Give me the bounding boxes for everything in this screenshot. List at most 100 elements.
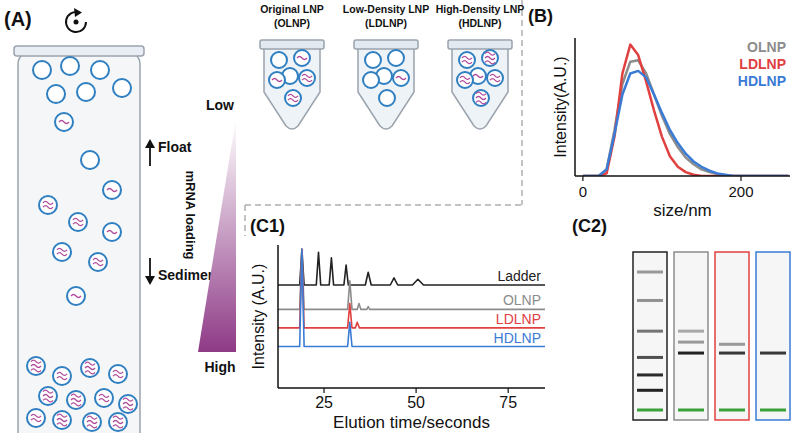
mrna-strand <box>57 419 67 422</box>
mrna-strand <box>31 365 41 368</box>
mrna-strand <box>302 74 312 77</box>
mrna-strand <box>85 367 95 370</box>
lnp-particle <box>83 413 101 431</box>
lnp-shell <box>83 413 101 431</box>
mrna-strand <box>57 377 67 380</box>
y-axis-title: Intensity(A.U.) <box>552 56 569 157</box>
lnp-shell <box>459 52 475 68</box>
lnp-shell <box>81 359 99 377</box>
gel-band <box>637 356 663 359</box>
size-curve <box>583 60 789 176</box>
lnp-particle <box>487 70 503 86</box>
lnp-shell <box>109 365 127 383</box>
size-curve <box>583 71 789 176</box>
lnp-particle <box>39 196 57 214</box>
mrna-strand <box>123 403 133 406</box>
lnp-particle <box>393 70 409 86</box>
gel-band <box>760 409 786 412</box>
tube-body <box>18 52 140 433</box>
arrow-head <box>145 139 155 148</box>
tube-title: Original LNP <box>260 3 324 15</box>
figure: (A)FloatSedimentLowHighmRNA loadingOrigi… <box>0 0 803 433</box>
electropherogram-trace <box>278 249 545 285</box>
x-tick-label: 75 <box>499 394 517 411</box>
x-tick-label: 50 <box>407 394 425 411</box>
float-label: Float <box>158 139 192 155</box>
lnp-shell <box>487 70 503 86</box>
gel-band <box>719 352 745 355</box>
mrna-strand <box>87 416 97 419</box>
lnp-particle <box>482 50 498 66</box>
panel-label: (B) <box>528 6 553 26</box>
lnp-shell <box>77 83 95 101</box>
lnp-particle <box>77 83 95 101</box>
lnp-particle <box>109 365 127 383</box>
mrna-strand <box>99 399 109 402</box>
gel-band <box>678 352 704 355</box>
tube-cap <box>354 40 418 49</box>
mrna-strand <box>71 399 81 402</box>
trace-label: OLNP <box>503 292 541 308</box>
mrna-strand <box>396 77 406 80</box>
lnp-shell <box>89 253 107 271</box>
mrna-strand <box>490 79 500 82</box>
x-tick <box>508 388 509 393</box>
lnp-particle <box>269 72 285 88</box>
lnp-particle <box>388 50 404 66</box>
mrna-strand <box>113 370 123 373</box>
lnp-shell <box>91 61 109 79</box>
mrna-strand <box>107 189 117 192</box>
legend-entry: HDLNP <box>738 73 786 89</box>
lnp-shell <box>103 223 121 241</box>
mrna-strand <box>113 421 123 424</box>
legend-entry: OLNP <box>747 39 786 55</box>
arrow-head <box>145 276 155 285</box>
lnp-particle <box>103 223 121 241</box>
mrna-strand <box>288 94 298 97</box>
mrna-strand <box>73 223 83 226</box>
lnp-particle <box>299 70 315 86</box>
mrna-strand <box>476 97 486 100</box>
mrna-strand <box>113 416 123 419</box>
x-tick-label: 200 <box>728 183 753 200</box>
lnp-shell <box>473 90 489 106</box>
mrna-strand <box>31 360 41 363</box>
tube-title: Low-Density LNP <box>343 3 429 15</box>
panel-label: (C1) <box>250 216 285 236</box>
lnp-particle <box>81 359 99 377</box>
lnp-particle <box>285 90 301 106</box>
lnp-shell <box>81 151 99 169</box>
arrow-up <box>149 146 151 166</box>
lnp-particle <box>271 52 287 68</box>
mrna-strand <box>57 253 67 256</box>
lnp-shell <box>27 409 45 427</box>
lnp-shell <box>294 50 310 66</box>
lnp-particle <box>379 90 395 106</box>
mrna-strand <box>302 79 312 82</box>
gradient-label: mRNA loading <box>183 170 198 259</box>
mrna-strand <box>297 57 307 60</box>
mrna-strand <box>460 81 470 84</box>
tube-cap <box>448 40 512 49</box>
lnp-particle <box>47 85 65 103</box>
loading-gradient <box>198 118 236 352</box>
trace-label: Ladder <box>497 268 541 284</box>
lnp-particle <box>473 90 489 106</box>
gel-band <box>719 409 745 412</box>
lnp-shell <box>269 72 285 88</box>
lnp-particle <box>53 411 71 429</box>
mrna-strand <box>43 399 53 402</box>
x-tick <box>582 176 583 181</box>
lnp-shell <box>53 243 71 261</box>
mrna-strand <box>460 76 470 79</box>
tube-short: (LDLNP) <box>365 17 407 29</box>
gel-band <box>760 352 786 355</box>
lnp-particle <box>95 389 113 407</box>
centrifuge-tube <box>14 46 144 433</box>
lane-frame <box>674 252 708 420</box>
panel-label: (A) <box>4 8 32 30</box>
mrna-strand <box>490 74 500 77</box>
x-tick-label: 0 <box>579 183 587 200</box>
y-axis <box>574 38 576 176</box>
lnp-particle <box>61 57 79 75</box>
